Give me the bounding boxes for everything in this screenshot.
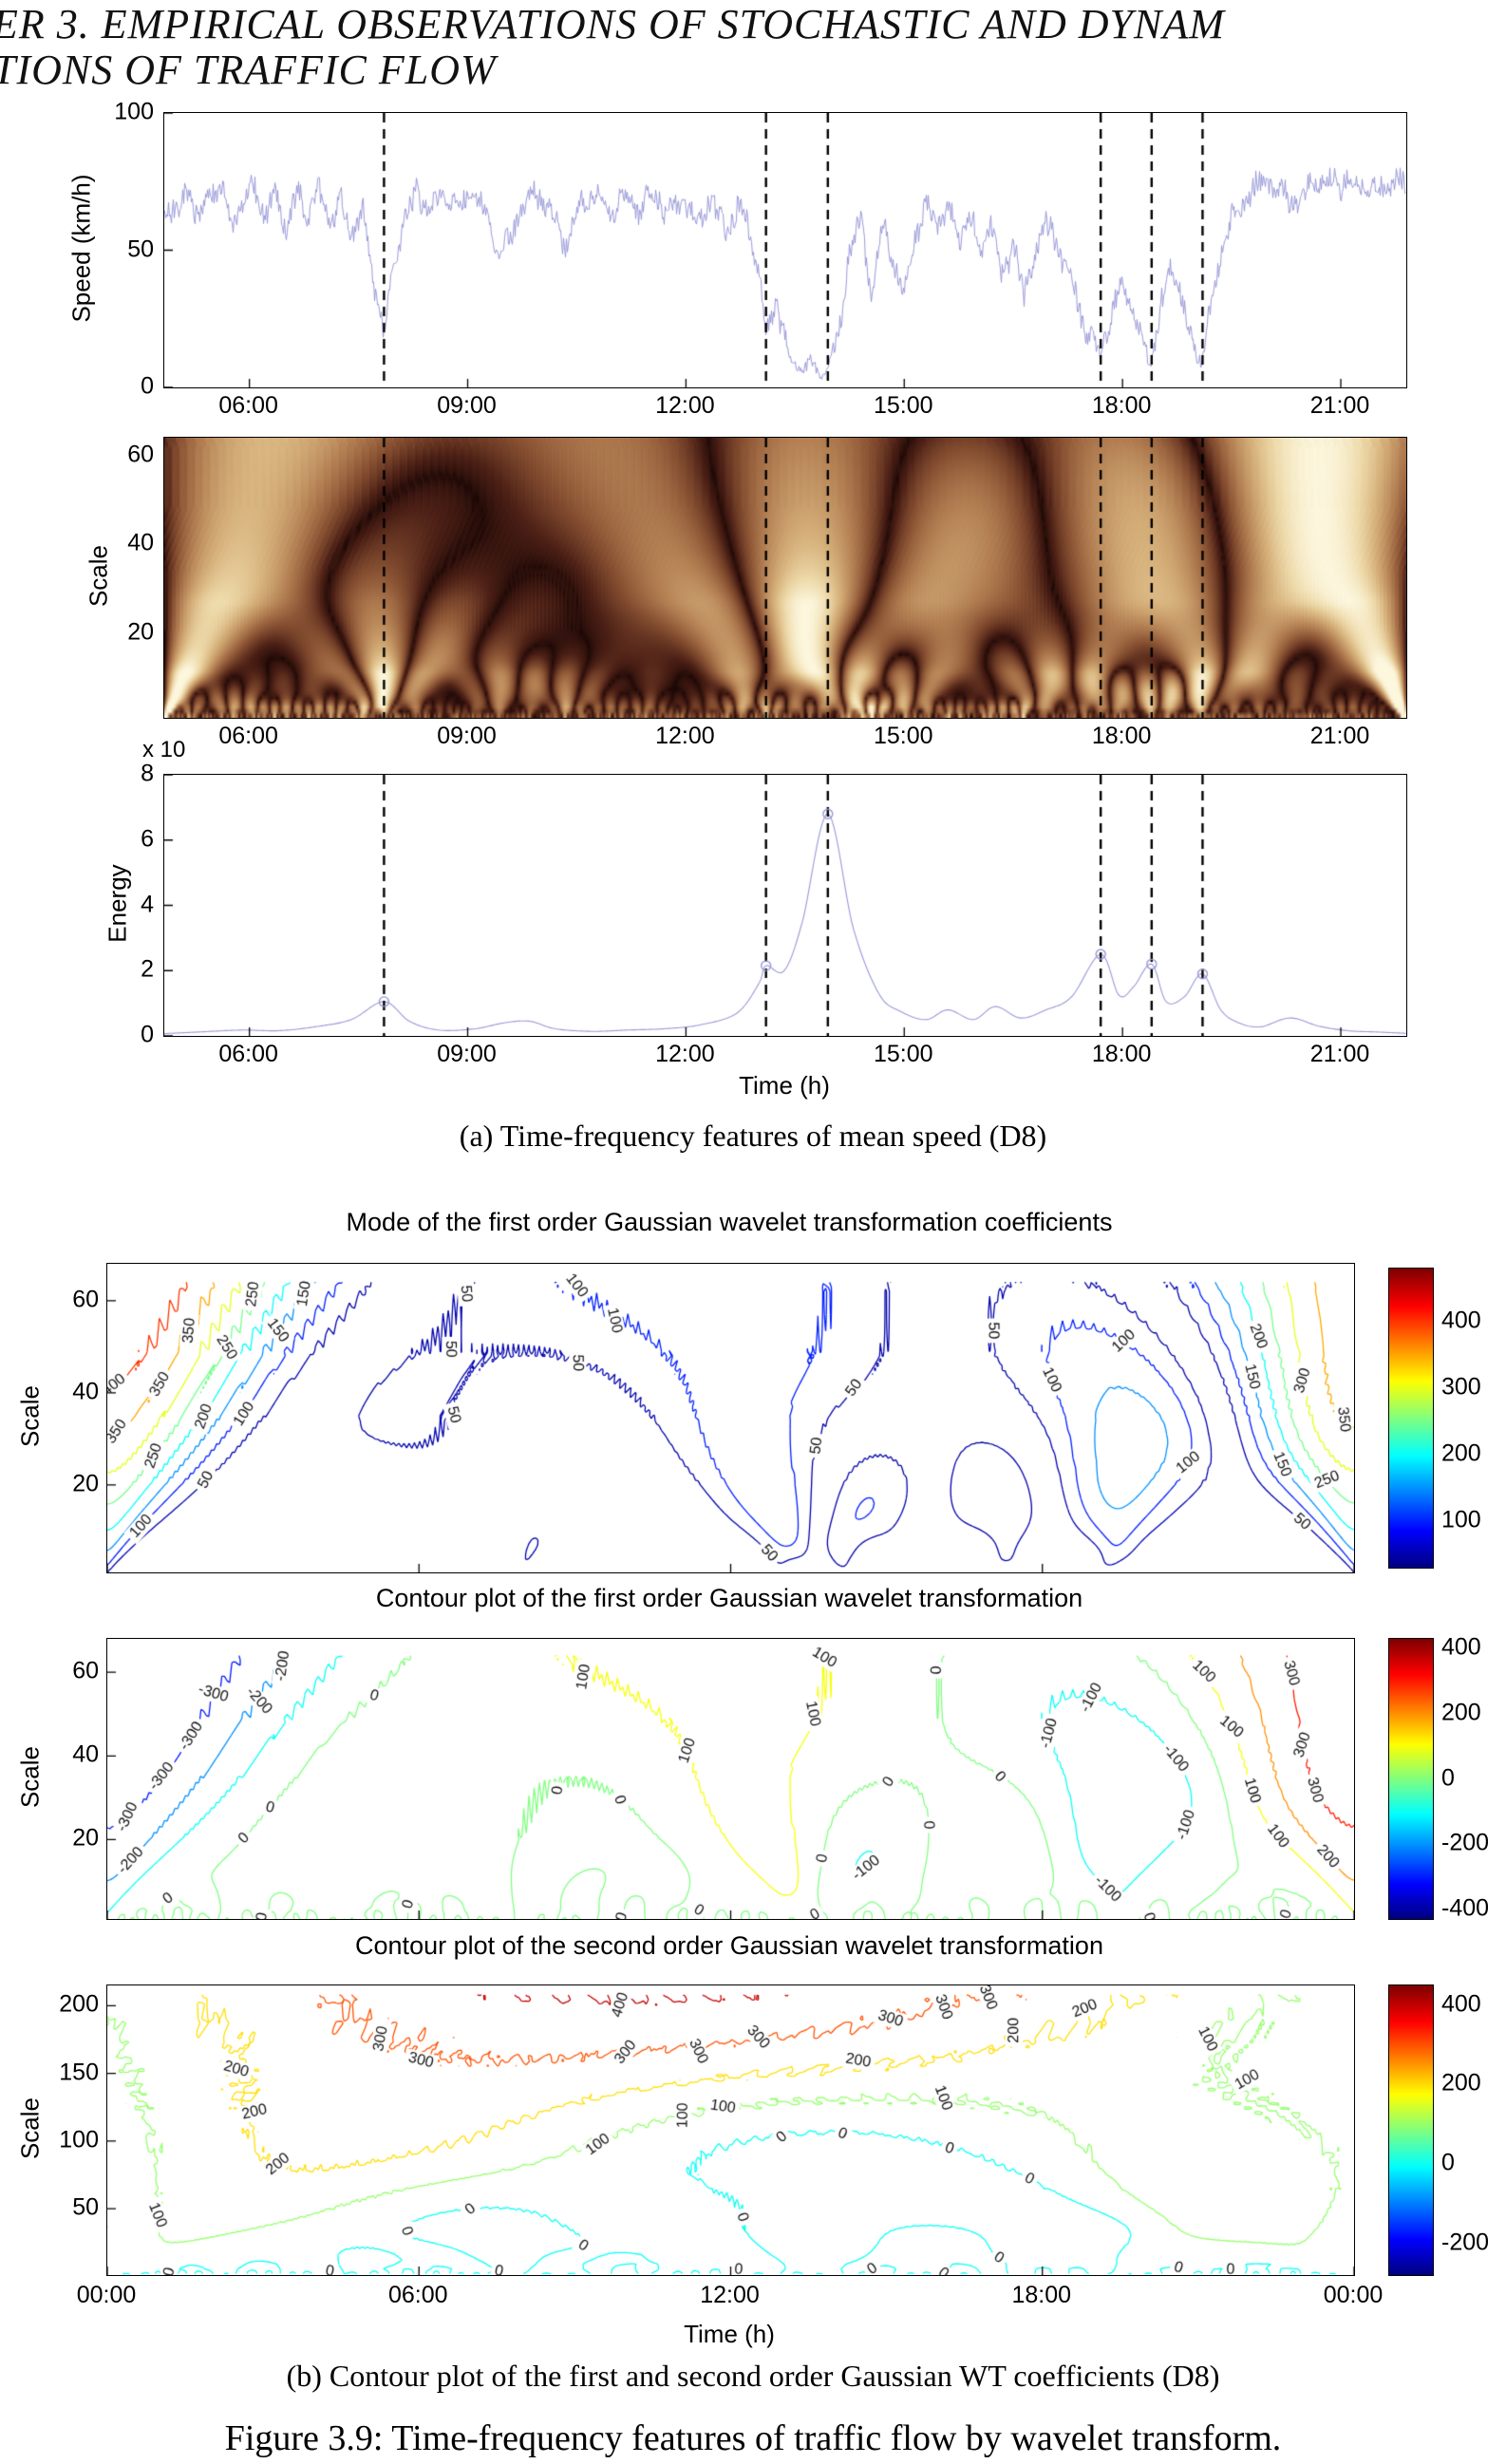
scalogram-canvas <box>164 438 1406 718</box>
y-tick-label: 20 <box>72 1470 99 1497</box>
x-tick-label: 00:00 <box>76 2282 137 2308</box>
x-tick-label: 12:00 <box>655 392 715 419</box>
y-tick-label: 150 <box>59 2059 99 2086</box>
x-tick-label: 09:00 <box>437 392 497 419</box>
contour-g1-panel <box>106 1638 1355 1920</box>
x-tick-label: 15:00 <box>874 723 933 749</box>
y-tick-label: 60 <box>72 1286 99 1313</box>
x-tick-label: 15:00 <box>874 1041 933 1067</box>
x-tick-label: 21:00 <box>1309 723 1370 749</box>
colorbar-3 <box>1388 1984 1434 2276</box>
y-tick-label: 50 <box>72 2193 99 2221</box>
x-tick-label: 12:00 <box>700 2282 760 2308</box>
y-tick-label: 0 <box>141 1021 154 1048</box>
y-tick-label: 8 <box>141 760 154 787</box>
colorbar-tick-label: -200 <box>1441 2229 1490 2256</box>
speed-y-axis-label: Speed (km/h) <box>66 174 96 323</box>
y-tick-label: 50 <box>127 235 154 262</box>
y-tick-label: 60 <box>127 441 154 468</box>
contour-g2-canvas <box>107 1985 1354 2275</box>
colorbar-3-canvas <box>1389 1985 1433 2275</box>
colorbar-1 <box>1388 1268 1434 1569</box>
y-tick-label: 6 <box>141 825 154 853</box>
x-tick-label: 00:00 <box>1323 2282 1384 2308</box>
y-tick-label: 2 <box>141 955 154 983</box>
caption-a: (a) Time-frequency features of mean spee… <box>459 1119 1047 1153</box>
x-tick-label: 21:00 <box>1309 1041 1370 1067</box>
x-tick-label: 18:00 <box>1091 392 1152 419</box>
y-tick-label: 100 <box>59 2126 99 2154</box>
energy-plot-canvas <box>164 775 1406 1036</box>
colorbar-tick-label: 300 <box>1441 1373 1481 1401</box>
contour-g1-canvas <box>107 1639 1354 1919</box>
contour-g1-y-axis-label: Scale <box>15 1745 45 1809</box>
x-tick-label: 09:00 <box>437 1041 497 1067</box>
figure-a-x-axis-label: Time (h) <box>739 1071 830 1100</box>
caption-b: (b) Contour plot of the first and second… <box>286 2359 1220 2393</box>
contour-mode-y-axis-label: Scale <box>15 1384 45 1448</box>
colorbar-tick-label: 400 <box>1441 1307 1481 1334</box>
energy-exponent-label: x 10 <box>142 737 186 762</box>
y-tick-label: 20 <box>72 1824 99 1852</box>
x-tick-label: 15:00 <box>874 392 933 419</box>
x-tick-label: 06:00 <box>387 2282 448 2308</box>
x-tick-label: 18:00 <box>1011 2282 1072 2308</box>
colorbar-tick-label: 0 <box>1441 1764 1455 1791</box>
y-tick-label: 40 <box>72 1740 99 1768</box>
colorbar-tick-label: 0 <box>1441 2149 1455 2176</box>
running-header-line1: ER 3. EMPIRICAL OBSERVATIONS OF STOCHAST… <box>0 1 1225 47</box>
colorbar-tick-label: 200 <box>1441 2069 1481 2097</box>
energy-plot-panel <box>163 774 1407 1037</box>
colorbar-2 <box>1388 1638 1434 1920</box>
y-tick-label: 60 <box>72 1657 99 1684</box>
x-tick-label: 06:00 <box>218 723 278 749</box>
x-tick-label: 18:00 <box>1091 1041 1152 1067</box>
colorbar-1-canvas <box>1389 1269 1433 1568</box>
colorbar-tick-label: -200 <box>1441 1829 1490 1856</box>
y-tick-label: 100 <box>114 98 154 125</box>
y-tick-label: 4 <box>141 891 154 917</box>
colorbar-tick-label: 100 <box>1441 1506 1481 1533</box>
figure-caption: Figure 3.9: Time-frequency features of t… <box>224 2418 1282 2458</box>
contour-mode-title: Mode of the first order Gaussian wavelet… <box>346 1208 1113 1236</box>
x-tick-label: 12:00 <box>655 723 715 749</box>
y-tick-label: 20 <box>127 618 154 646</box>
contour-g2-title: Contour plot of the second order Gaussia… <box>355 1931 1103 1960</box>
y-tick-label: 0 <box>141 372 154 400</box>
figure-b-x-axis-label: Time (h) <box>684 2320 775 2348</box>
colorbar-tick-label: 400 <box>1441 1633 1481 1661</box>
x-tick-label: 21:00 <box>1309 392 1370 419</box>
running-header-line2: TIONS OF TRAFFIC FLOW <box>0 47 497 93</box>
x-tick-label: 09:00 <box>437 723 497 749</box>
colorbar-tick-label: 200 <box>1441 1439 1481 1467</box>
speed-plot-panel <box>163 112 1407 388</box>
y-tick-label: 40 <box>127 529 154 556</box>
scalogram-panel <box>163 437 1407 719</box>
contour-g2-y-axis-label: Scale <box>15 2097 45 2160</box>
y-tick-label: 40 <box>72 1378 99 1405</box>
contour-mode-canvas <box>107 1264 1354 1572</box>
contour-g1-title: Contour plot of the first order Gaussian… <box>375 1584 1083 1612</box>
contour-g2-panel <box>106 1984 1355 2276</box>
y-tick-label: 200 <box>59 1990 99 2018</box>
x-tick-label: 06:00 <box>218 1041 278 1067</box>
colorbar-2-canvas <box>1389 1639 1433 1919</box>
energy-y-axis-label: Energy <box>103 864 132 943</box>
colorbar-tick-label: 400 <box>1441 1990 1481 2018</box>
x-tick-label: 18:00 <box>1091 723 1152 749</box>
colorbar-tick-label: 200 <box>1441 1699 1481 1726</box>
contour-mode-panel <box>106 1263 1355 1573</box>
x-tick-label: 12:00 <box>655 1041 715 1067</box>
speed-plot-canvas <box>164 113 1406 387</box>
scalogram-y-axis-label: Scale <box>84 544 113 608</box>
x-tick-label: 06:00 <box>218 392 278 419</box>
colorbar-tick-label: -400 <box>1441 1894 1490 1922</box>
